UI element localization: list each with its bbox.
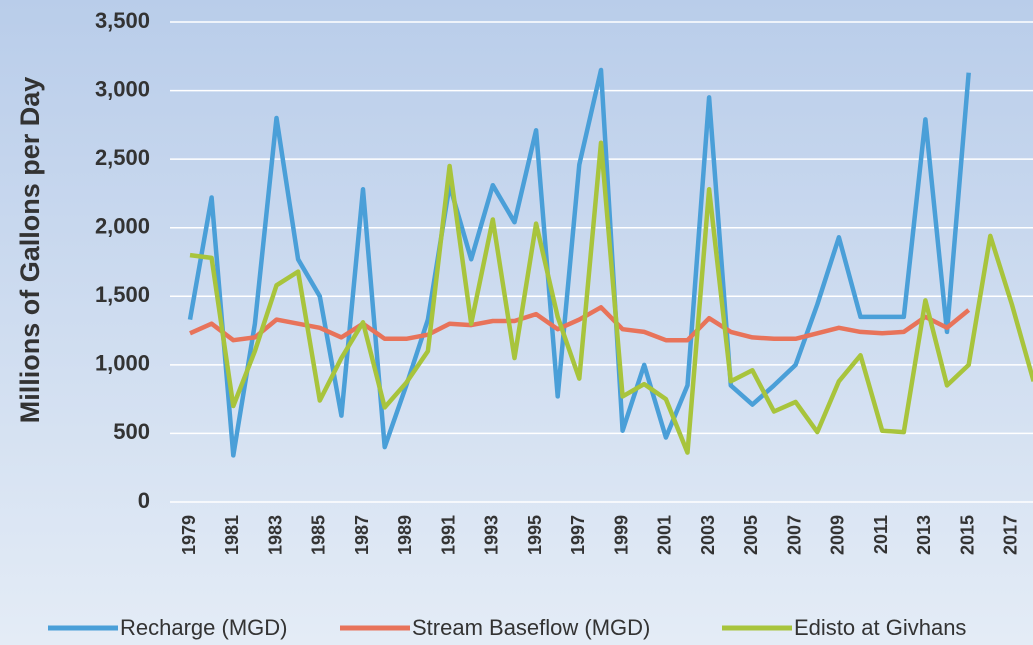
x-tick-label: 2009 [828, 515, 848, 555]
x-tick-label: 1989 [395, 515, 415, 555]
x-tick-label: 1999 [611, 515, 631, 555]
y-tick-label: 1,500 [95, 282, 150, 307]
legend-label: Stream Baseflow (MGD) [412, 615, 650, 640]
x-tick-label: 2017 [1001, 515, 1021, 555]
x-tick-label: 1995 [525, 515, 545, 555]
y-tick-label: 2,000 [95, 214, 150, 239]
x-tick-label: 1993 [482, 515, 502, 555]
x-tick-label: 1985 [309, 515, 329, 555]
x-tick-label: 1981 [222, 515, 242, 555]
series-line [189, 140, 1033, 455]
x-tick-label: 2005 [741, 515, 761, 555]
legend-label: Edisto at Givhans [794, 615, 966, 640]
x-tick-label: 1997 [568, 515, 588, 555]
x-tick-label: 2003 [698, 515, 718, 555]
x-tick-label: 2011 [871, 515, 891, 554]
x-tick-label: 1979 [179, 515, 199, 555]
y-tick-label: 500 [113, 419, 150, 444]
x-tick-label: 1983 [265, 515, 285, 555]
x-tick-label: 2013 [914, 515, 934, 555]
series-line [187, 67, 971, 458]
x-tick-label: 1991 [438, 515, 458, 555]
series-line [189, 305, 971, 343]
y-tick-label: 1,000 [95, 351, 150, 376]
y-tick-label: 3,000 [95, 76, 150, 101]
x-tick-label: 2007 [784, 515, 804, 555]
legend-label: Recharge (MGD) [120, 615, 287, 640]
x-tick-label: 2015 [957, 515, 977, 555]
y-tick-label: 0 [138, 488, 150, 513]
y-tick-label: 2,500 [95, 145, 150, 170]
x-tick-label: 1987 [352, 515, 372, 555]
x-tick-label: 2001 [655, 515, 675, 555]
y-tick-label: 3,500 [95, 8, 150, 33]
y-axis-label: Millions of Gallons per Day [15, 77, 45, 424]
